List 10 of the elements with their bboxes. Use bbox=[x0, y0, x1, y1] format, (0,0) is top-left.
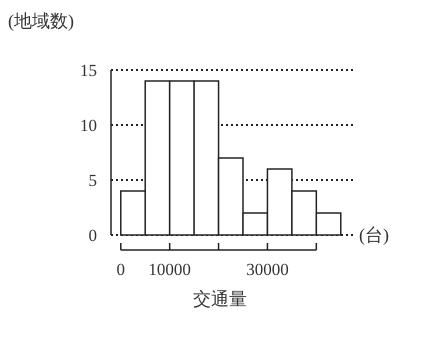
y-tick-label: 15 bbox=[80, 61, 97, 80]
text: (台) bbox=[359, 225, 389, 245]
x-tick-label: 10000 bbox=[148, 260, 191, 279]
y-axis-title: (地域数) bbox=[8, 11, 74, 31]
x-tick-label: 30000 bbox=[246, 260, 289, 279]
y-tick-label: 5 bbox=[88, 171, 97, 190]
x-axis-title: 交通量 bbox=[193, 289, 247, 309]
y-tick-label: 0 bbox=[88, 226, 97, 245]
y-tick-label: 10 bbox=[80, 116, 97, 135]
x-tick-label: 0 bbox=[116, 260, 126, 279]
